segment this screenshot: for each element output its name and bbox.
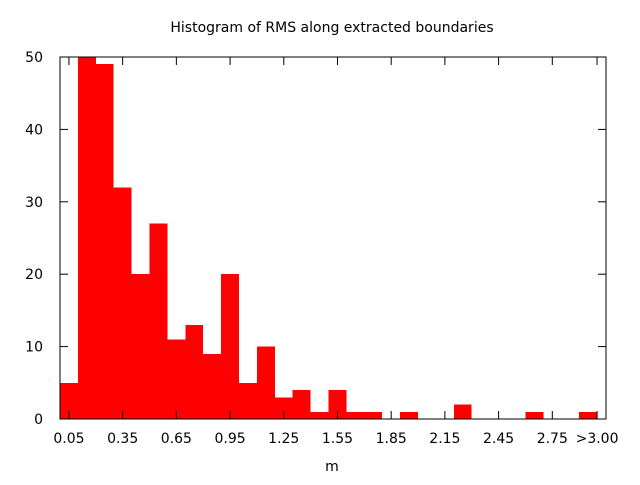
x-tick-label: 1.85 (376, 431, 407, 447)
x-tick-label: 2.75 (537, 431, 568, 447)
chart-title: Histogram of RMS along extracted boundar… (170, 20, 493, 36)
x-tick-label: 0.95 (214, 431, 245, 447)
x-tick-label: 0.35 (107, 431, 138, 447)
histogram-bar (400, 411, 419, 419)
y-tick-label: 40 (25, 122, 43, 138)
x-axis-label: m (325, 459, 339, 475)
histogram-bar (167, 339, 186, 419)
histogram-bar (95, 64, 114, 420)
histogram-bar (113, 187, 132, 419)
histogram-bar (328, 390, 347, 419)
x-tick-label: 1.25 (268, 431, 299, 447)
y-tick-label: 30 (25, 195, 43, 211)
histogram-bar (203, 353, 222, 419)
x-axis: 0.05 0.35 0.65 0.95 1.25 1.55 1.85 2.15 2.45 2.75… (53, 57, 619, 447)
histogram-bar (221, 274, 240, 419)
x-tick-label: >3.00 (576, 431, 619, 447)
x-tick-label: 2.15 (429, 431, 460, 447)
histogram-bar (310, 411, 329, 419)
histogram-bar (77, 57, 96, 419)
bars-group (60, 57, 598, 420)
y-tick-label: 0 (34, 412, 43, 428)
histogram-bar (525, 411, 544, 419)
histogram-bar (239, 382, 257, 419)
x-tick-label: 1.55 (322, 431, 353, 447)
histogram-bar (346, 411, 365, 419)
y-tick-label: 20 (25, 267, 43, 283)
x-tick-label: 0.05 (53, 431, 84, 447)
y-tick-label: 10 (25, 340, 43, 356)
x-tick-label: 2.45 (483, 431, 514, 447)
histogram-bar (292, 390, 311, 419)
y-tick-label: 50 (25, 50, 43, 66)
histogram-bar (579, 411, 598, 419)
histogram-bar (453, 404, 472, 419)
histogram-bar (274, 397, 293, 419)
histogram-bar (149, 223, 168, 419)
x-tick-label: 0.65 (161, 431, 192, 447)
y-axis: 0 10 20 30 40 50 (25, 50, 606, 428)
histogram-bar (185, 324, 204, 419)
plot-frame (59, 56, 607, 420)
histogram-bar (256, 346, 275, 419)
histogram-bar (131, 274, 150, 419)
histogram-bar (60, 382, 78, 419)
histogram-bar (364, 411, 383, 419)
